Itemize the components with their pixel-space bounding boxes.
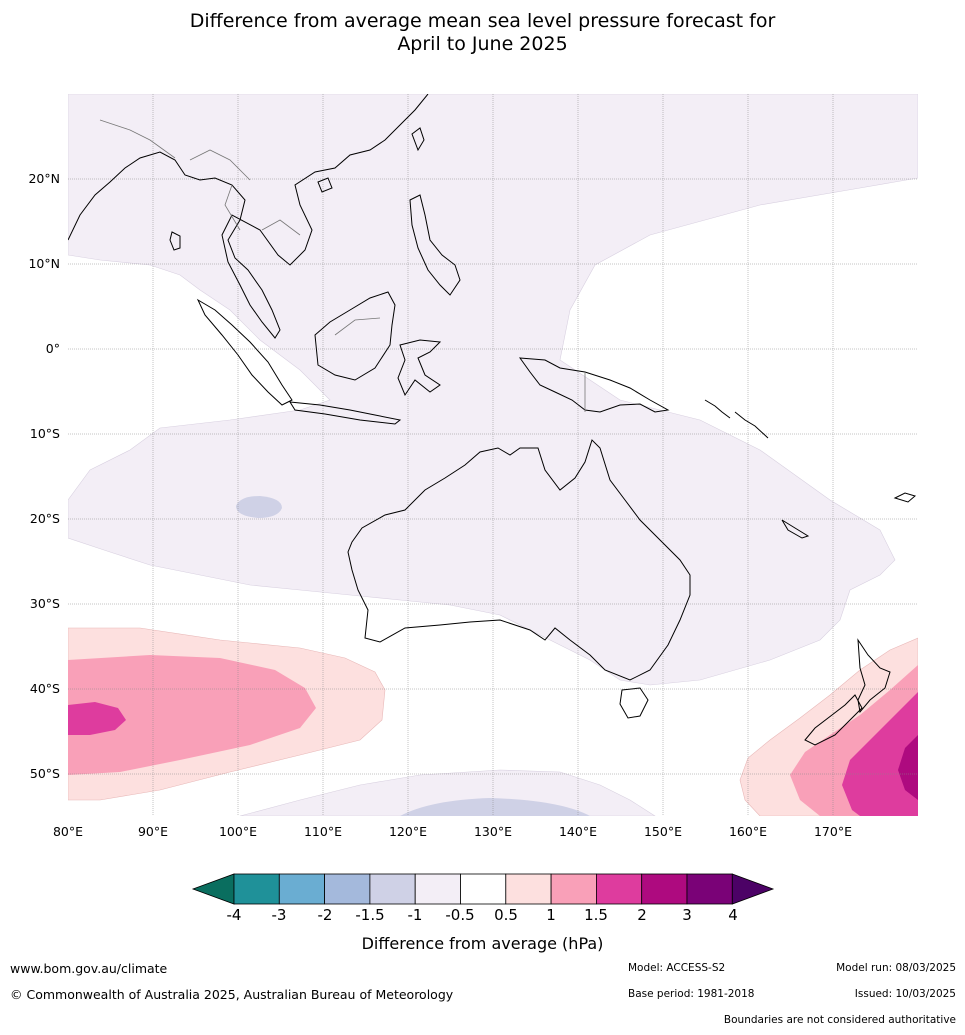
footer-base-period: Base period: 1981-2018 xyxy=(628,988,755,1000)
colorbar-title: Difference from average (hPa) xyxy=(361,934,604,953)
map-gridlines xyxy=(68,94,918,816)
lat-label-10s: 10°S xyxy=(29,426,60,441)
colorbar-tick: -2 xyxy=(317,906,333,924)
lon-label-130e: 130°E xyxy=(473,824,512,839)
lat-label-30s: 30°S xyxy=(29,596,60,611)
colorbar-bin-m05-05 xyxy=(460,873,507,905)
taiwan-coastline xyxy=(411,127,425,152)
map-title: Difference from average mean sea level p… xyxy=(0,10,965,56)
lat-label-0: 0° xyxy=(45,341,60,356)
colorbar-bin-2-3 xyxy=(641,873,688,905)
lon-label-90e: 90°E xyxy=(137,824,169,839)
country-border-lines xyxy=(99,119,586,412)
lon-label-160e: 160°E xyxy=(728,824,767,839)
footer-boundaries-note: Boundaries are not considered authoritat… xyxy=(723,1014,956,1026)
footer-copyright: © Commonwealth of Australia 2025, Austra… xyxy=(10,987,454,1002)
lon-label-110e: 110°E xyxy=(303,824,342,839)
colorbar-bin-1-15 xyxy=(550,873,597,905)
footer-model-run: Model run: 08/03/2025 xyxy=(836,962,956,974)
anomaly-region-minus1-indian-ocean xyxy=(236,496,282,518)
colorbar-tick: 0.5 xyxy=(494,906,518,924)
lon-label-150e: 150°E xyxy=(643,824,682,839)
lon-label-100e: 100°E xyxy=(218,824,257,839)
sumatra-coastline xyxy=(196,298,293,406)
lon-label-80e: 80°E xyxy=(52,824,84,839)
new-caledonia-coastline xyxy=(781,519,810,539)
footer-website: www.bom.gov.au/climate xyxy=(10,961,168,976)
new-zealand-north-coastline xyxy=(857,638,891,714)
new-guinea-coastline xyxy=(518,357,670,413)
lat-label-40s: 40°S xyxy=(29,681,60,696)
lat-label-20n: 20°N xyxy=(28,171,60,186)
lat-label-50s: 50°S xyxy=(29,766,60,781)
lon-label-120e: 120°E xyxy=(388,824,427,839)
footer-model: Model: ACCESS-S2 xyxy=(628,962,726,974)
asia-mainland-coastline xyxy=(68,94,429,339)
footer-issued: Issued: 10/03/2025 xyxy=(854,988,956,1000)
lat-label-10n: 10°N xyxy=(28,256,60,271)
fiji-coastline xyxy=(893,492,917,503)
colorbar-tick: -3 xyxy=(271,906,287,924)
title-line-2: April to June 2025 xyxy=(397,33,568,55)
sulawesi-coastline xyxy=(397,339,442,397)
philippines-coastline xyxy=(409,194,461,296)
colorbar-bin-05-1 xyxy=(505,873,552,905)
anomaly-region-minus1-south xyxy=(400,798,590,816)
colorbar-bin-3-4 xyxy=(686,873,733,905)
hainan-coastline xyxy=(317,177,333,193)
solomon-islands-coastline xyxy=(704,399,769,439)
colorbar-tick: -1.5 xyxy=(355,906,385,924)
colorbar-tick: -4 xyxy=(226,906,242,924)
tasmania-coastline xyxy=(619,687,649,719)
colorbar-tick: -1 xyxy=(407,906,423,924)
anomaly-region-positive-west-1 xyxy=(68,655,316,775)
lon-label-140e: 140°E xyxy=(558,824,597,839)
borneo-coastline xyxy=(314,291,396,381)
colorbar-bin-m1-m05 xyxy=(414,873,461,905)
anomaly-region-positive-west-15 xyxy=(68,702,126,735)
lat-label-20s: 20°S xyxy=(29,511,60,526)
colorbar-tick: -0.5 xyxy=(445,906,475,924)
colorbar-bin-m15-m1 xyxy=(369,873,416,905)
sri-lanka-coastline xyxy=(169,231,181,251)
colorbar-tick: 1.5 xyxy=(584,906,608,924)
colorbar-extend-low xyxy=(191,873,235,905)
australia-coastline xyxy=(347,439,691,681)
anomaly-region-negative-north xyxy=(68,94,918,686)
colorbar-tick: 3 xyxy=(682,906,692,924)
colorbar-tick: 1 xyxy=(546,906,556,924)
colorbar-bin-m2-m15 xyxy=(324,873,371,905)
colorbar-bin-m3-m2 xyxy=(278,873,325,905)
title-line-1: Difference from average mean sea level p… xyxy=(189,10,776,32)
colorbar xyxy=(191,873,775,905)
colorbar-tick: 2 xyxy=(637,906,647,924)
colorbar-extend-high xyxy=(731,873,775,905)
colorbar-bin-15-2 xyxy=(596,873,643,905)
anomaly-region-positive-east-2 xyxy=(898,735,918,800)
lon-label-170e: 170°E xyxy=(813,824,852,839)
colorbar-tick: 4 xyxy=(728,906,738,924)
anomaly-region-positive-east-15 xyxy=(842,692,918,816)
new-zealand-south-coastline xyxy=(804,694,863,746)
colorbar-bin-m4-m3 xyxy=(233,873,280,905)
java-coastline xyxy=(289,401,402,425)
